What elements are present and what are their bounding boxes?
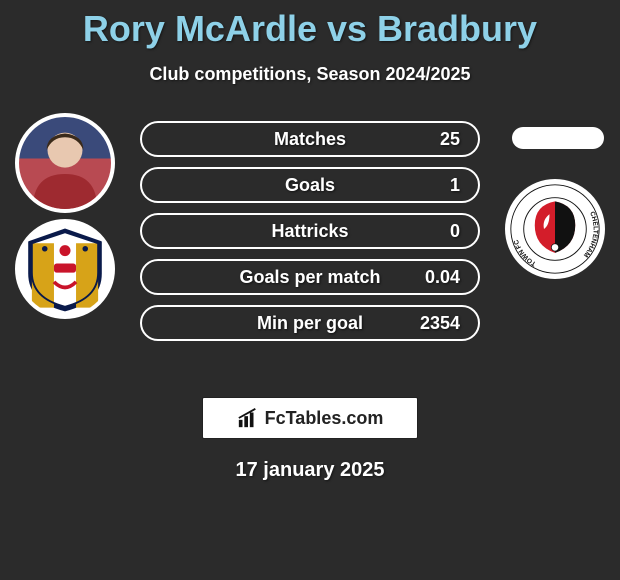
subtitle: Club competitions, Season 2024/2025 xyxy=(0,64,620,85)
comparison-panel: CHELTENHAM TOWN FC Matches 25 Goals 1 Ha… xyxy=(0,113,620,373)
left-player-column xyxy=(10,113,120,325)
stat-row-hattricks: Hattricks 0 xyxy=(140,213,480,249)
stat-row-matches: Matches 25 xyxy=(140,121,480,157)
stat-value-right: 1 xyxy=(450,175,460,196)
stat-label: Goals xyxy=(285,175,335,196)
shield-icon xyxy=(19,223,111,315)
right-player-column: CHELTENHAM TOWN FC xyxy=(500,113,610,285)
stat-value-right: 0.04 xyxy=(425,267,460,288)
site-logo: FcTables.com xyxy=(202,397,418,439)
right-player-avatar xyxy=(512,127,604,149)
stat-row-gpm: Goals per match 0.04 xyxy=(140,259,480,295)
left-club-badge xyxy=(15,219,115,319)
stat-row-mpg: Min per goal 2354 xyxy=(140,305,480,341)
stat-label: Matches xyxy=(274,129,346,150)
circle-badge-icon: CHELTENHAM TOWN FC xyxy=(509,183,601,275)
left-player-avatar xyxy=(15,113,115,213)
stat-value-right: 25 xyxy=(440,129,460,150)
site-logo-text: FcTables.com xyxy=(265,408,384,429)
person-icon xyxy=(19,117,111,209)
snapshot-date: 17 january 2025 xyxy=(0,459,620,482)
stat-label: Hattricks xyxy=(271,221,348,242)
page-title: Rory McArdle vs Bradbury xyxy=(0,0,620,50)
right-club-badge: CHELTENHAM TOWN FC xyxy=(505,179,605,279)
stat-value-right: 2354 xyxy=(420,313,460,334)
stat-value-right: 0 xyxy=(450,221,460,242)
stat-label: Goals per match xyxy=(239,267,380,288)
stat-row-goals: Goals 1 xyxy=(140,167,480,203)
bars-icon xyxy=(237,407,259,429)
stat-label: Min per goal xyxy=(257,313,363,334)
